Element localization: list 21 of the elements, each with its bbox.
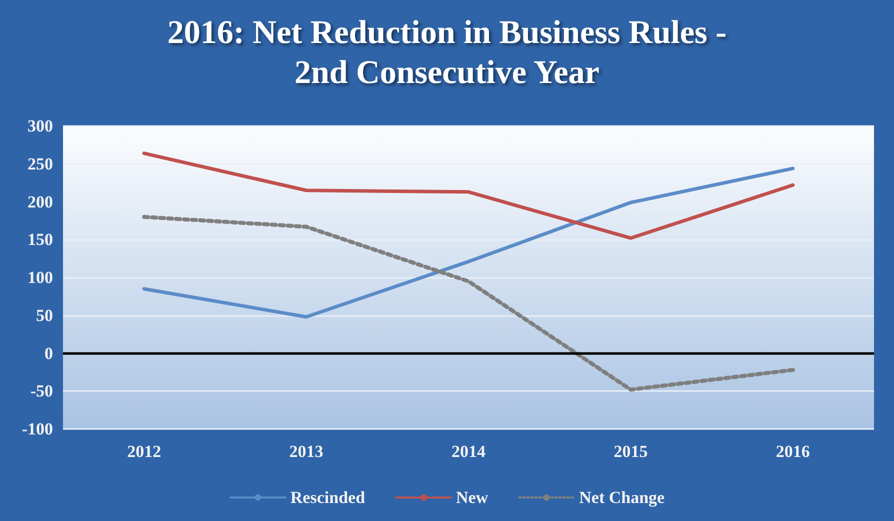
x-tick-label: 2013 [289, 442, 324, 461]
x-tick-label: 2014 [452, 442, 486, 461]
line-series [142, 152, 795, 240]
y-tick-label: 150 [28, 230, 53, 250]
y-tick-label: 250 [28, 154, 53, 174]
x-tick-label: 2015 [614, 442, 648, 461]
x-tick-label: 2016 [776, 442, 810, 461]
line-series [142, 214, 795, 392]
y-tick-label: -100 [22, 420, 53, 438]
y-tick-label: 50 [36, 306, 53, 325]
y-tick-label: 200 [28, 192, 53, 212]
legend-label: New [456, 488, 489, 507]
y-tick-label: 100 [28, 268, 53, 287]
line-series [142, 166, 795, 319]
legend-label: Net Change [579, 488, 666, 507]
y-tick-label: -50 [30, 382, 53, 401]
y-tick-label: 0 [44, 344, 53, 363]
chart-title: 2016: Net Reduction in Business Rules - 2nd Consecutive Year [167, 15, 727, 91]
legend-label: Rescinded [290, 488, 366, 507]
x-tick-label: 2012 [127, 442, 162, 461]
y-tick-label: 300 [28, 116, 53, 136]
